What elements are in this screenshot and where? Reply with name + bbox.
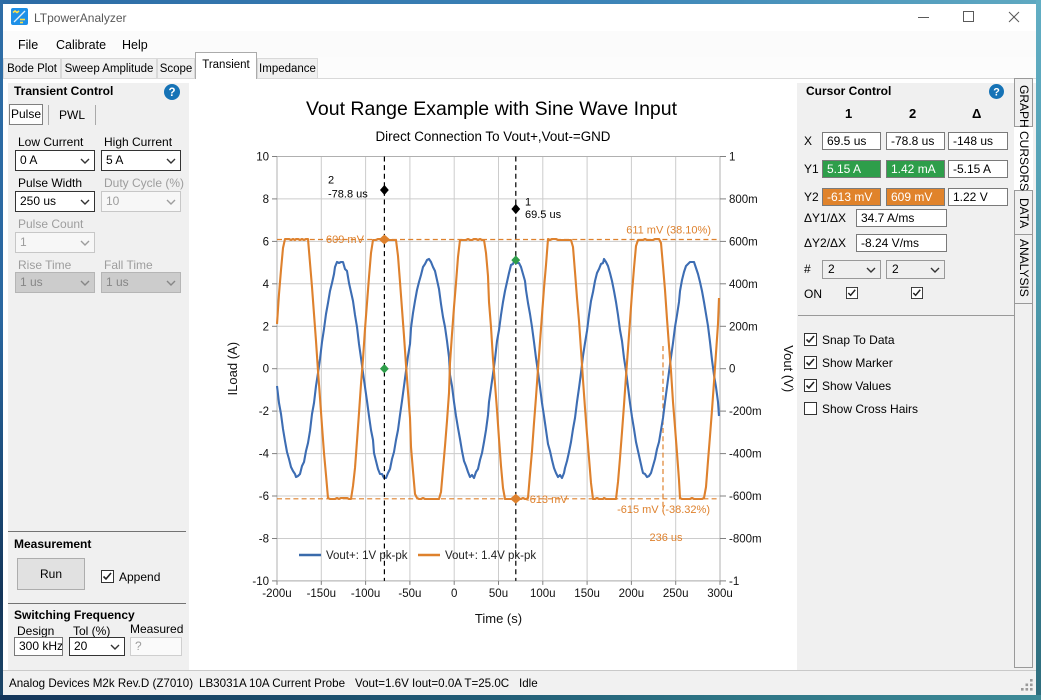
svg-text:69.5 us: 69.5 us [525,209,562,221]
svg-text:Vout (V): Vout (V) [781,345,796,392]
svg-text:-400m: -400m [729,449,762,461]
svg-text:6: 6 [263,236,269,248]
svg-text:2: 2 [263,321,269,333]
svg-text:1: 1 [729,152,735,164]
svg-text:2: 2 [328,175,334,187]
svg-text:200u: 200u [619,588,645,600]
svg-text:-600m: -600m [729,491,762,503]
svg-text:-2: -2 [259,406,269,418]
svg-text:-200m: -200m [729,406,762,418]
svg-text:200m: 200m [729,321,758,333]
svg-text:?: ? [993,86,1000,98]
svg-text:-613 mV: -613 mV [526,494,568,506]
svg-text:0: 0 [729,364,735,376]
svg-text:Vout Range Example with Sine W: Vout Range Example with Sine Wave Input [306,98,678,120]
svg-text:236 us: 236 us [649,532,683,544]
svg-text:?: ? [168,87,175,99]
svg-text:0: 0 [263,364,269,376]
svg-text:-1: -1 [729,576,739,588]
svg-text:1: 1 [525,197,531,209]
svg-text:-150u: -150u [307,588,336,600]
svg-text:-10: -10 [252,576,269,588]
svg-text:-50u: -50u [398,588,421,600]
svg-text:8: 8 [263,194,269,206]
svg-text:-100u: -100u [351,588,380,600]
svg-text:4: 4 [263,279,270,291]
svg-text:150u: 150u [574,588,600,600]
svg-text:-615 mV (-38.32%): -615 mV (-38.32%) [617,504,710,516]
svg-text:-6: -6 [259,491,269,503]
svg-text:250u: 250u [663,588,689,600]
svg-text:10: 10 [256,152,269,164]
svg-text:300u: 300u [707,588,733,600]
svg-text:0: 0 [451,588,457,600]
svg-text:800m: 800m [729,194,758,206]
svg-text:-78.8 us: -78.8 us [328,189,368,201]
svg-text:-200u: -200u [262,588,291,600]
svg-text:611 mV (38.10%): 611 mV (38.10%) [626,225,711,237]
svg-text:ILoad (A): ILoad (A) [225,342,240,395]
svg-text:Vout+: 1.4V pk-pk: Vout+: 1.4V pk-pk [445,550,536,562]
svg-text:-4: -4 [259,449,270,461]
svg-text:400m: 400m [729,279,758,291]
svg-text:Time (s): Time (s) [475,611,522,626]
svg-text:Direct Connection To Vout+,Vou: Direct Connection To Vout+,Vout-=GND [376,129,611,144]
svg-text:50u: 50u [489,588,508,600]
svg-text:100u: 100u [530,588,556,600]
svg-text:600m: 600m [729,236,758,248]
svg-text:-8: -8 [259,534,269,546]
svg-text:Vout+: 1V pk-pk: Vout+: 1V pk-pk [326,550,408,562]
svg-text:-800m: -800m [729,534,762,546]
